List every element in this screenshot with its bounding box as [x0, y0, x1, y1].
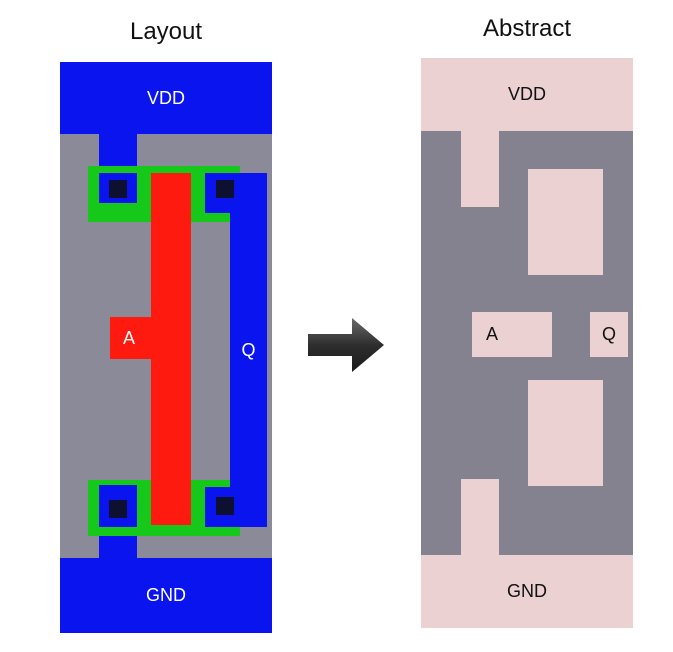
abstract-input-pin: A [472, 312, 552, 357]
output-metal-vertical: Q [230, 173, 267, 527]
abstract-cell: VDD GND A Q [421, 0, 633, 652]
contact-top-left [109, 180, 127, 198]
abstract-vdd-stem [461, 130, 499, 207]
layout-cell: VDD GND Q A [60, 0, 272, 652]
abstract-vdd-rail: VDD [421, 58, 633, 131]
output-label: Q [241, 339, 256, 360]
abstract-title: Abstract [482, 15, 572, 42]
transform-arrow [308, 318, 384, 372]
poly-input-pad: A [110, 317, 191, 359]
contact-bottom-left [109, 500, 127, 518]
abstract-gnd-stem [461, 479, 499, 556]
abstract-input-label: A [486, 324, 499, 344]
abstract-gnd-rail: GND [421, 555, 633, 628]
abstract-gnd-label: GND [507, 581, 547, 601]
gnd-rail: GND [60, 558, 272, 633]
abstract-top-blockage [528, 169, 603, 275]
vdd-label: VDD [146, 87, 185, 108]
abstract-bottom-blockage [528, 380, 603, 486]
vdd-rail: VDD [60, 62, 272, 134]
abstract-output-label: Q [601, 324, 616, 344]
abstract-output-pin: Q [590, 312, 628, 357]
input-label: A [123, 327, 136, 348]
layout-title: Layout [129, 18, 203, 45]
abstract-vdd-label: VDD [507, 84, 546, 104]
contact-top-right [216, 180, 234, 198]
contact-bottom-right [216, 497, 234, 515]
gnd-label: GND [146, 585, 186, 605]
